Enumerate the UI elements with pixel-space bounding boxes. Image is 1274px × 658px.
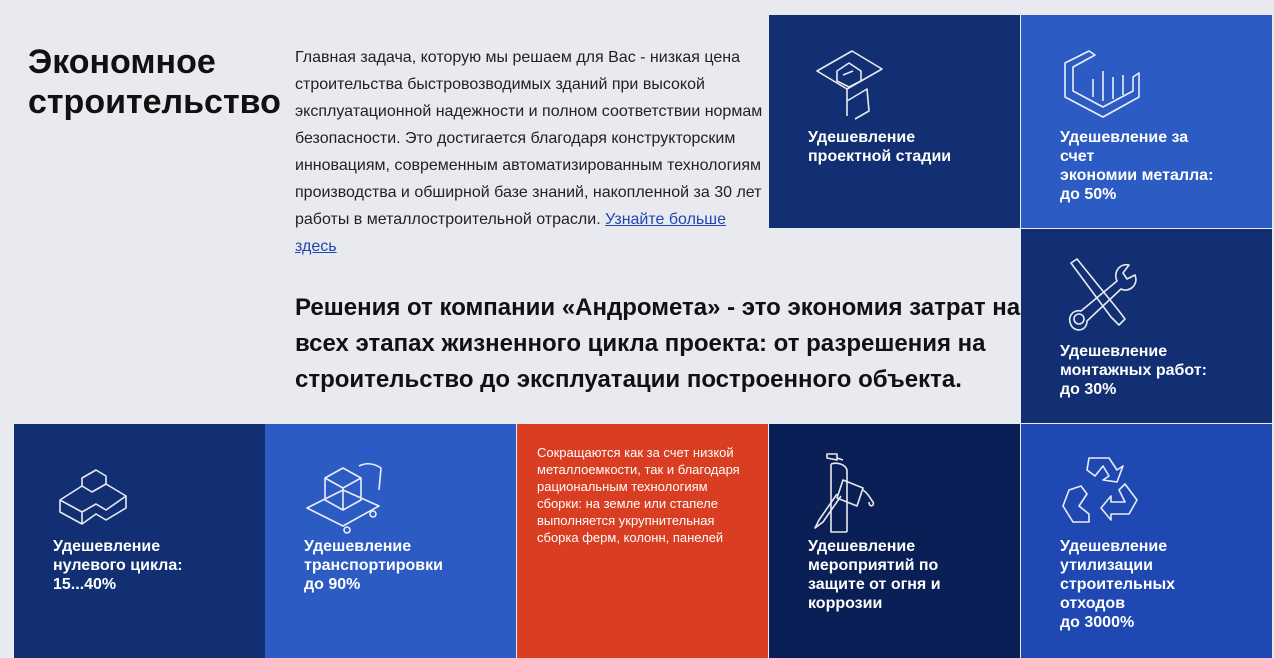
foundation-blocks-icon	[52, 450, 136, 534]
tile-label: Удешевление монтажных работ: до 30%	[1060, 343, 1207, 398]
lead-statement: Решения от компании «Андромета» - это эк…	[295, 294, 1021, 393]
tile-label: Удешевление транспортировки до 90%	[304, 538, 443, 593]
wrench-screwdriver-icon	[1059, 255, 1143, 339]
page-title: Экономное строительство	[28, 43, 281, 121]
tile-waste-recycling: Удешевление утилизации строительных отхо…	[1021, 424, 1272, 658]
tile-label: Удешевление утилизации строительных отхо…	[1060, 538, 1176, 631]
tile-note: Сокращаются как за счет низкой металлоем…	[537, 445, 740, 545]
tile-label: Удешевление за счет экономии металла: до…	[1060, 129, 1214, 203]
intro-paragraph: Главная задача, которую мы решаем для Ва…	[295, 44, 765, 260]
tile-installation: Удешевление монтажных работ: до 30%	[1021, 229, 1272, 423]
tile-assembly-note: Сокращаются как за счет низкой металлоем…	[517, 424, 768, 658]
tile-label: Удешевление нулевого цикла: 15...40%	[53, 538, 183, 593]
intro-text: Главная задача, которую мы решаем для Ва…	[295, 49, 763, 228]
tile-label: Удешевление проектной стадии	[808, 129, 952, 165]
learn-more-link[interactable]: Узнайте больше здесь	[295, 211, 726, 255]
steel-profile-icon	[1059, 41, 1143, 125]
tile-fire-protection: Удешевление мероприятий по защите от огн…	[769, 424, 1020, 658]
tile-zero-cycle: Удешевление нулевого цикла: 15...40%	[14, 424, 265, 658]
blueprint-house-icon	[807, 41, 891, 125]
tile-label: Удешевление мероприятий по защите от огн…	[808, 538, 941, 612]
tile-metal-economy: Удешевление за счет экономии металла: до…	[1021, 15, 1272, 228]
recycle-icon	[1059, 450, 1143, 534]
extinguisher-brush-icon	[807, 450, 891, 534]
house-on-cart-icon	[303, 450, 387, 534]
tile-design-stage: Удешевление проектной стадии	[769, 15, 1020, 228]
tile-transport: Удешевление транспортировки до 90%	[265, 424, 516, 658]
